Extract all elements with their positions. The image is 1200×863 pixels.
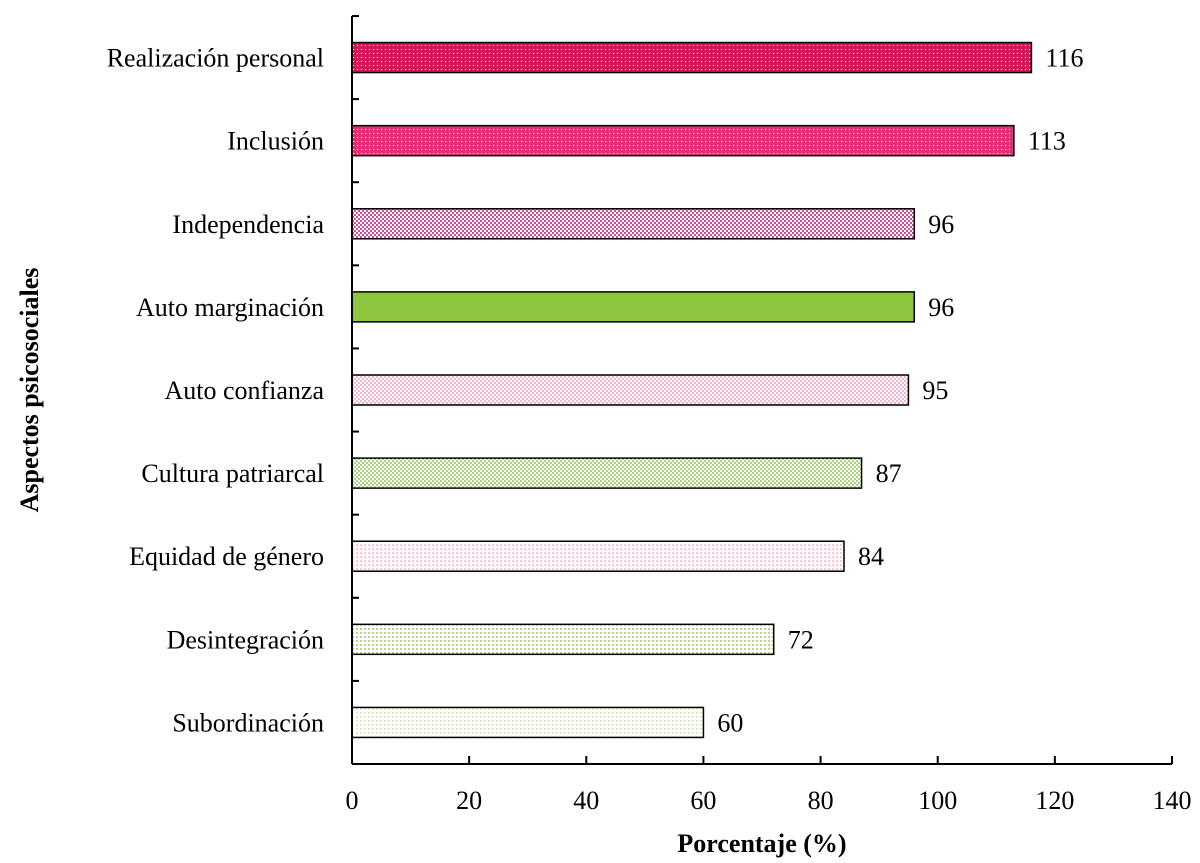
x-tick-label: 80 xyxy=(808,786,834,815)
bar-value-label: 60 xyxy=(717,708,743,737)
category-label: Auto confianza xyxy=(164,376,324,405)
category-label: Cultura patriarcal xyxy=(141,459,324,488)
x-tick-label: 100 xyxy=(918,786,957,815)
bar-value-label: 84 xyxy=(858,542,884,571)
category-label: Equidad de género xyxy=(129,542,324,571)
bar-value-label: 96 xyxy=(928,210,954,239)
category-label: Auto marginación xyxy=(136,293,324,322)
bar-value-label: 96 xyxy=(928,293,954,322)
value-labels: 116 113 96 96 95 87 84 72 60 xyxy=(717,44,1083,738)
bar xyxy=(351,124,1015,157)
bar-value-label: 113 xyxy=(1028,127,1066,156)
x-tick-label: 0 xyxy=(346,786,359,815)
x-tick-label: 40 xyxy=(573,786,599,815)
category-labels: Realización personal Inclusión Independenc… xyxy=(107,44,325,738)
x-tick-label: 20 xyxy=(456,786,482,815)
x-tick-label: 140 xyxy=(1153,786,1192,815)
y-axis-title: Aspectos psicosociales xyxy=(15,268,44,513)
bar xyxy=(351,41,1033,74)
bar xyxy=(351,208,916,240)
category-label: Realización personal xyxy=(107,44,324,73)
y-ticks xyxy=(352,15,359,765)
bar xyxy=(351,291,916,323)
x-axis-title: Porcentaje (%) xyxy=(677,829,846,858)
category-label: Subordinación xyxy=(172,708,324,737)
bar-value-label: 116 xyxy=(1045,44,1083,73)
bar xyxy=(351,623,775,656)
bar-value-label: 95 xyxy=(922,376,948,405)
bar xyxy=(351,374,910,406)
bar xyxy=(351,457,863,489)
bar xyxy=(351,706,705,739)
category-label: Desintegración xyxy=(167,625,324,654)
bar-value-label: 72 xyxy=(788,625,814,654)
category-label: Inclusión xyxy=(227,127,324,156)
bar-value-label: 87 xyxy=(876,459,902,488)
category-label: Independencia xyxy=(172,210,324,239)
axes xyxy=(351,16,1172,765)
x-ticks: 0 20 40 60 80 100 120 140 xyxy=(346,756,1192,815)
x-tick-label: 120 xyxy=(1035,786,1074,815)
bars xyxy=(351,41,1033,739)
x-tick-label: 60 xyxy=(690,786,716,815)
bar xyxy=(351,540,845,572)
